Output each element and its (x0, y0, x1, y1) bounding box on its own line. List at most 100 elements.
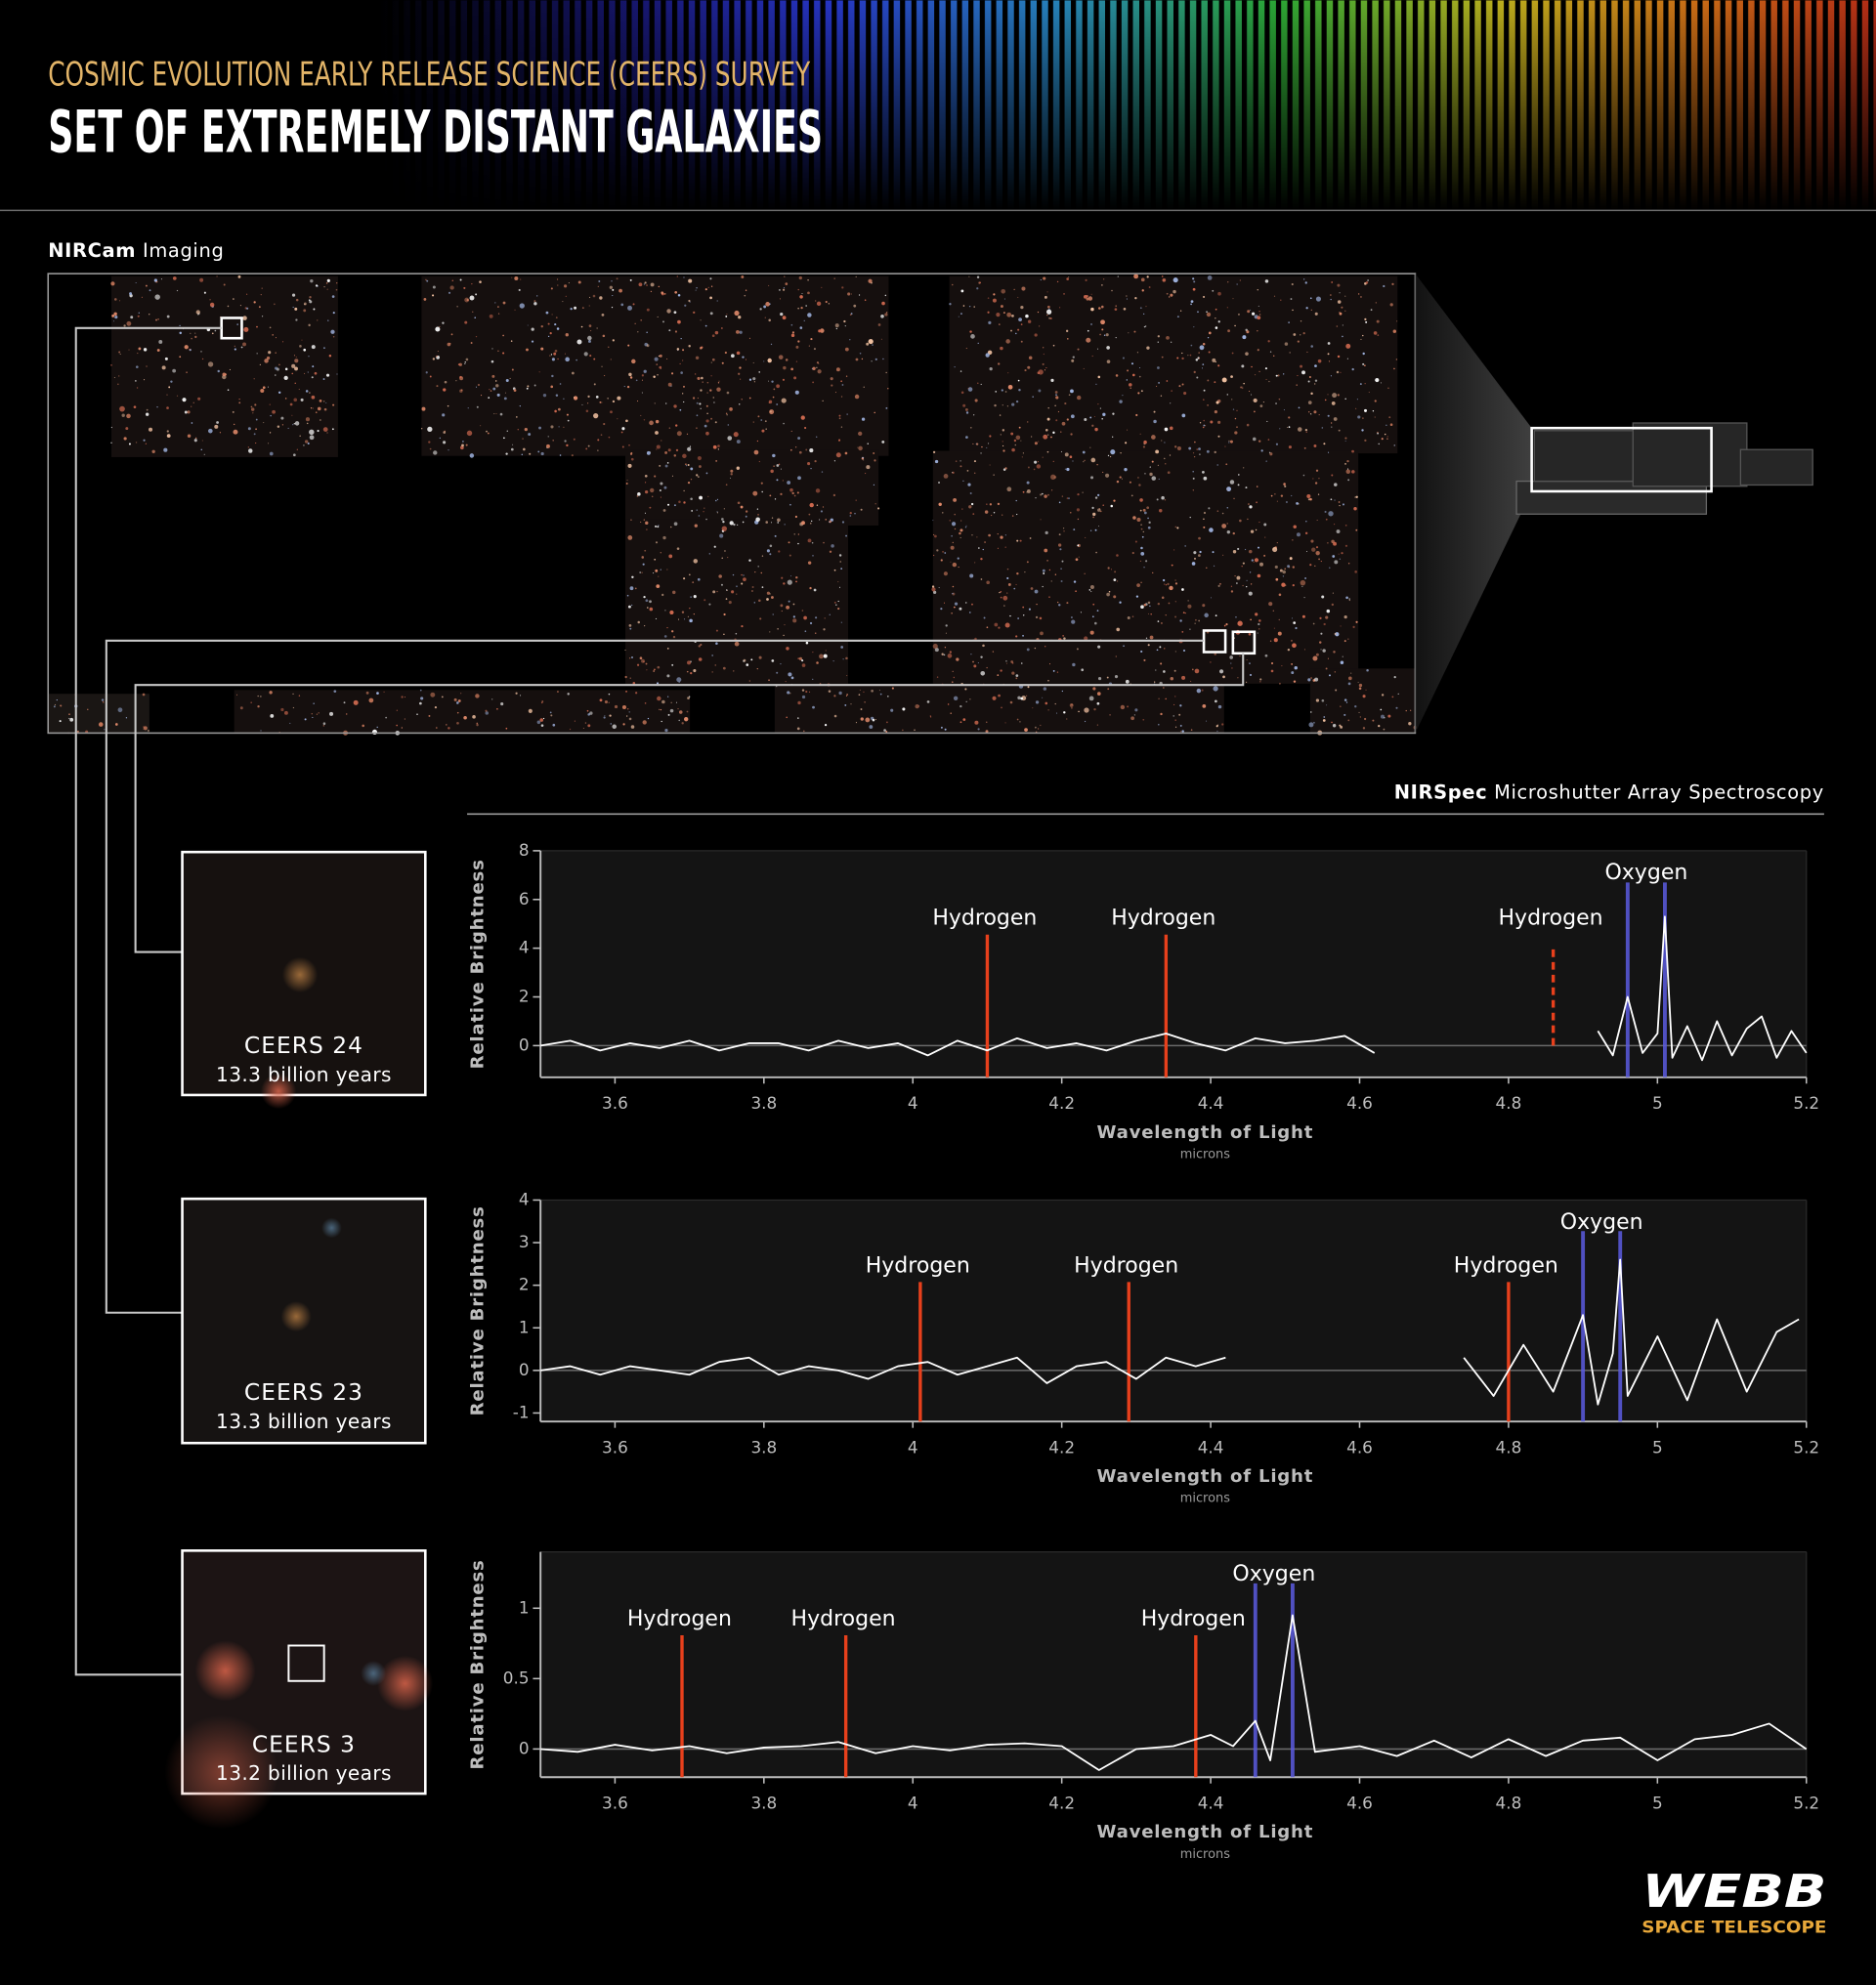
star (275, 352, 277, 354)
star (550, 287, 553, 290)
star (1213, 686, 1218, 692)
star (1002, 441, 1003, 443)
star (1192, 452, 1195, 454)
star (1212, 551, 1215, 554)
star (812, 366, 816, 371)
star (332, 403, 335, 406)
star (1184, 545, 1186, 547)
star (1231, 352, 1234, 355)
star (597, 285, 599, 287)
star (672, 590, 676, 595)
star (809, 621, 813, 625)
star (712, 590, 716, 594)
star (733, 670, 735, 672)
star (1077, 518, 1080, 521)
star (725, 412, 728, 415)
star (1112, 412, 1115, 415)
star (1277, 374, 1280, 377)
star (1016, 539, 1019, 542)
star (748, 397, 751, 400)
star (520, 695, 522, 697)
star (1269, 640, 1272, 642)
star (1348, 598, 1350, 600)
star (720, 583, 723, 586)
star (838, 439, 841, 442)
star (931, 587, 936, 592)
star (260, 696, 262, 697)
star (1130, 716, 1135, 721)
star (1198, 536, 1201, 540)
star (1303, 278, 1305, 280)
star (636, 663, 640, 666)
star (973, 472, 976, 475)
star (118, 351, 121, 354)
star (646, 528, 648, 530)
star (1193, 326, 1195, 328)
star (538, 371, 540, 373)
star (546, 443, 550, 448)
star (667, 713, 670, 716)
star (461, 443, 464, 447)
star (311, 713, 313, 715)
star (325, 282, 328, 284)
star (242, 316, 247, 320)
star (550, 714, 553, 717)
star (629, 627, 632, 630)
star (844, 347, 849, 352)
star (829, 520, 832, 524)
star (1257, 349, 1259, 352)
logo-sub: SPACE TELESCOPE (1642, 1917, 1826, 1936)
star (967, 388, 969, 390)
star (1126, 298, 1128, 300)
star (815, 616, 818, 619)
star (1056, 280, 1059, 283)
star (296, 448, 298, 450)
star (243, 326, 249, 332)
star (1077, 348, 1080, 351)
galaxy-age: 13.3 billion years (216, 1063, 392, 1086)
star (1218, 669, 1224, 674)
star (1270, 669, 1274, 673)
star (770, 469, 774, 474)
star (1258, 370, 1260, 373)
star (772, 613, 774, 615)
star (191, 337, 192, 340)
star (611, 306, 614, 309)
star (1037, 461, 1040, 463)
star (854, 394, 860, 400)
star (283, 375, 288, 381)
star (1083, 461, 1085, 463)
star (1195, 618, 1197, 621)
star (237, 275, 241, 278)
x-tick-label: 4.8 (1496, 1093, 1522, 1113)
star (1300, 320, 1302, 322)
star (303, 348, 307, 352)
star (952, 670, 954, 672)
star (660, 482, 663, 486)
star (845, 695, 848, 697)
star (1203, 399, 1205, 401)
star (503, 397, 507, 401)
star (187, 410, 191, 414)
star (1181, 352, 1183, 355)
star (785, 359, 789, 361)
star (1151, 476, 1157, 481)
star (1095, 551, 1097, 554)
star (1201, 689, 1204, 692)
star (962, 480, 964, 482)
star (982, 548, 984, 551)
x-tick-label: 3.6 (602, 1793, 628, 1812)
star (193, 439, 197, 443)
star (1065, 329, 1069, 332)
star (1154, 681, 1156, 683)
star (1250, 583, 1253, 585)
star (677, 708, 679, 710)
star (123, 324, 126, 327)
star (1237, 313, 1240, 316)
star (1291, 639, 1293, 642)
star (730, 469, 734, 473)
star (227, 389, 230, 391)
star (1136, 517, 1141, 523)
star (303, 444, 305, 446)
star (914, 729, 916, 732)
